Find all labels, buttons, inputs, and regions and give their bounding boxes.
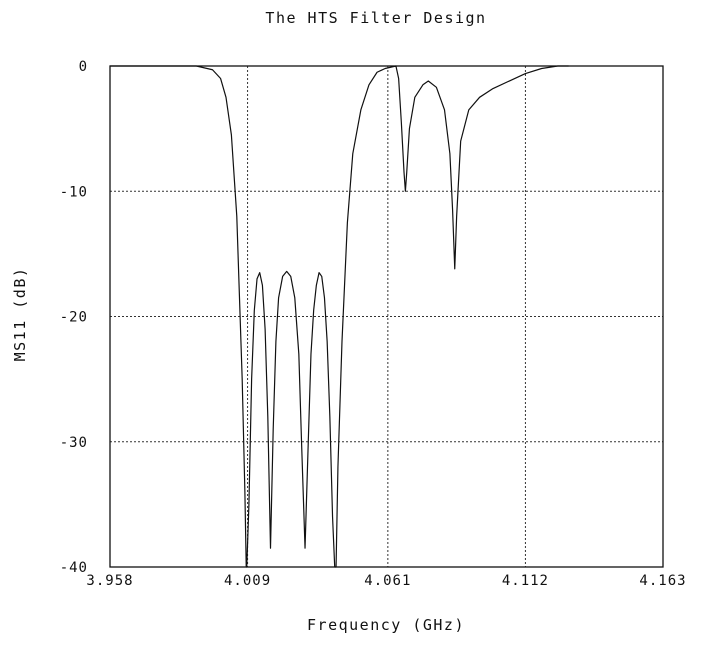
x-tick-label: 3.958 xyxy=(86,573,133,589)
series-line-ms11 xyxy=(110,65,569,568)
x-tick-labels: 3.958 4.009 4.061 4.112 4.163 xyxy=(86,573,686,589)
y-tick-label: -40 xyxy=(60,560,88,576)
x-tick-label: 4.009 xyxy=(224,573,271,589)
plot-frame xyxy=(109,65,664,568)
y-tick-label: -10 xyxy=(60,184,88,200)
x-tick-label: 4.112 xyxy=(502,573,549,589)
y-tick-label: -20 xyxy=(60,310,88,326)
x-axis-label: Frequency (GHz) xyxy=(307,616,465,634)
y-tick-labels: 0 -10 -20 -30 -40 xyxy=(60,59,88,576)
x-tick-label: 4.061 xyxy=(364,573,411,589)
y-axis-label: MS11 (dB) xyxy=(11,267,29,362)
plot-area xyxy=(109,65,664,568)
x-tick-label: 4.163 xyxy=(639,573,686,589)
y-tick-label: -30 xyxy=(60,435,88,451)
y-tick-label: 0 xyxy=(79,59,88,75)
gridlines xyxy=(110,66,663,567)
chart-title: The HTS Filter Design xyxy=(265,9,486,27)
